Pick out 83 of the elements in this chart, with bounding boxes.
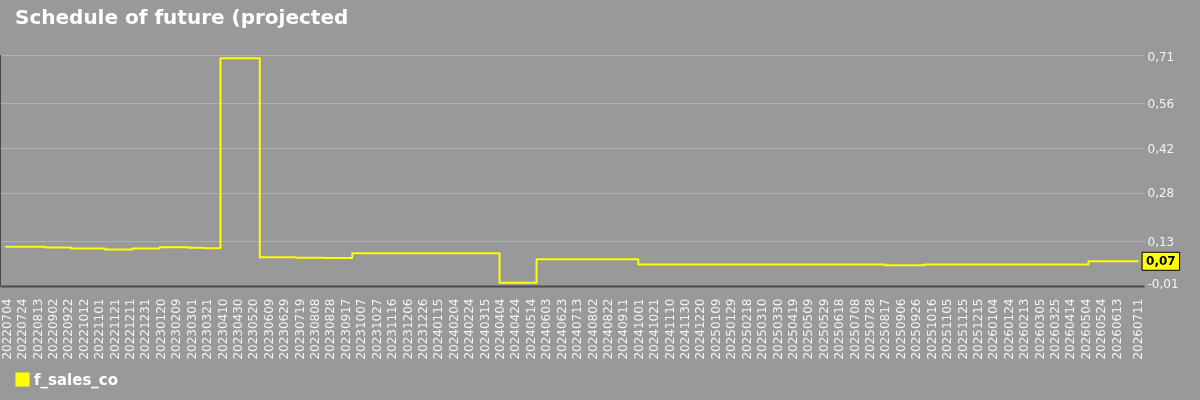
x-tick-label: 20260414 <box>1063 298 1078 360</box>
x-tick-label: 20240404 <box>493 298 508 360</box>
data-label: 0,07 <box>1146 254 1176 269</box>
x-tick-label: 20231007 <box>354 298 369 360</box>
x-tick-label: 20251215 <box>970 298 985 360</box>
x-tick-label: 20240224 <box>462 298 477 360</box>
x-tick-label: 20260124 <box>1001 298 1016 360</box>
y-tick-label: -0,01 <box>1147 276 1179 291</box>
x-tick-label: 20240115 <box>431 298 446 360</box>
y-tick-label: 0,42 <box>1147 141 1175 156</box>
x-tick-label: 20230301 <box>184 298 199 360</box>
x-tick-label: 20240514 <box>523 298 538 360</box>
x-tick-label: 20250926 <box>909 298 924 360</box>
x-tick-label: 20250330 <box>770 298 785 360</box>
x-tick-label: 20240204 <box>446 298 461 360</box>
x-tick-label: 20231027 <box>369 298 384 360</box>
x-tick-label: 20220902 <box>45 298 60 360</box>
x-tick-label: 20250728 <box>863 298 878 360</box>
y-tick-label: 0,28 <box>1147 186 1175 201</box>
x-tick-label: 20221231 <box>138 298 153 360</box>
x-tick-label: 20241021 <box>647 298 662 360</box>
x-tick-label: 20220922 <box>61 298 76 360</box>
x-tick-label: 20221211 <box>123 298 138 360</box>
x-tick-label: 20230719 <box>292 298 307 360</box>
x-tick-label: 20250529 <box>816 298 831 360</box>
x-tick-label: 20220704 <box>0 298 14 360</box>
x-tick-label: 20250817 <box>878 298 893 360</box>
x-tick-label: 20250109 <box>708 298 723 360</box>
y-tick-label: 0,71 <box>1147 49 1175 64</box>
x-tick-label: 20260305 <box>1032 298 1047 360</box>
x-tick-label: 20260613 <box>1109 298 1124 360</box>
x-tick-label: 20240424 <box>508 298 523 360</box>
x-tick-label: 20231206 <box>400 298 415 360</box>
x-tick-label: 20231226 <box>415 298 430 360</box>
x-tick-label: 20250310 <box>755 298 770 360</box>
x-tick-label: 20221101 <box>92 298 107 360</box>
x-tick-label: 20231116 <box>385 298 400 360</box>
x-tick-label: 20230917 <box>338 298 353 360</box>
x-tick-label: 20220813 <box>30 298 45 360</box>
x-tick-label: 20260325 <box>1048 298 1063 360</box>
x-tick-label: 20260524 <box>1094 298 1109 360</box>
x-tick-label: 20260213 <box>1017 298 1032 360</box>
x-tick-label: 20221012 <box>76 298 91 360</box>
x-tick-label: 20241220 <box>693 298 708 360</box>
x-tick-label: 20230120 <box>153 298 168 360</box>
y-tick-label: 0,13 <box>1147 234 1175 249</box>
legend-label: f_sales_co <box>34 370 119 389</box>
x-tick-label: 20230430 <box>230 298 245 360</box>
x-tick-label: 20230609 <box>261 298 276 360</box>
x-tick-label: 20250906 <box>893 298 908 360</box>
x-tick-label: 20260104 <box>986 298 1001 360</box>
x-tick-label: 20230629 <box>277 298 292 360</box>
x-tick-label: 20250708 <box>847 298 862 360</box>
x-tick-label: 20230808 <box>308 298 323 360</box>
x-tick-label: 20250618 <box>832 298 847 360</box>
x-tick-label: 20230321 <box>200 298 215 360</box>
x-tick-label: 20241001 <box>631 298 646 360</box>
x-tick-label: 20220724 <box>15 298 30 360</box>
x-tick-label: 20230828 <box>323 298 338 360</box>
x-tick-label: 20260504 <box>1078 298 1093 360</box>
x-tick-label: 20230410 <box>215 298 230 360</box>
x-tick-label: 20240623 <box>554 298 569 360</box>
x-tick-label: 20250218 <box>739 298 754 360</box>
chart-title: Schedule of future (projected <box>15 5 349 29</box>
x-tick-label: 20240911 <box>616 298 631 360</box>
x-tick-label: 20241130 <box>678 298 693 360</box>
x-tick-label: 20251016 <box>924 298 939 360</box>
x-tick-label: 20240315 <box>477 298 492 360</box>
x-tick-label: 20250129 <box>724 298 739 360</box>
x-tick-label: 20230520 <box>246 298 261 360</box>
x-tick-label: 20260711 <box>1131 298 1146 360</box>
y-tick-label: 0,56 <box>1147 96 1175 111</box>
x-tick-label: 20251125 <box>955 298 970 360</box>
x-tick-label: 20251105 <box>940 298 955 360</box>
x-tick-label: 20250509 <box>801 298 816 360</box>
x-tick-label: 20240713 <box>570 298 585 360</box>
x-tick-label: 20221121 <box>107 298 122 360</box>
x-tick-label: 20250419 <box>785 298 800 360</box>
x-tick-label: 20230209 <box>169 298 184 360</box>
x-tick-label: 20241110 <box>662 298 677 360</box>
x-tick-label: 20240822 <box>600 298 615 360</box>
x-tick-label: 20240603 <box>539 298 554 360</box>
x-tick-label: 20240802 <box>585 298 600 360</box>
